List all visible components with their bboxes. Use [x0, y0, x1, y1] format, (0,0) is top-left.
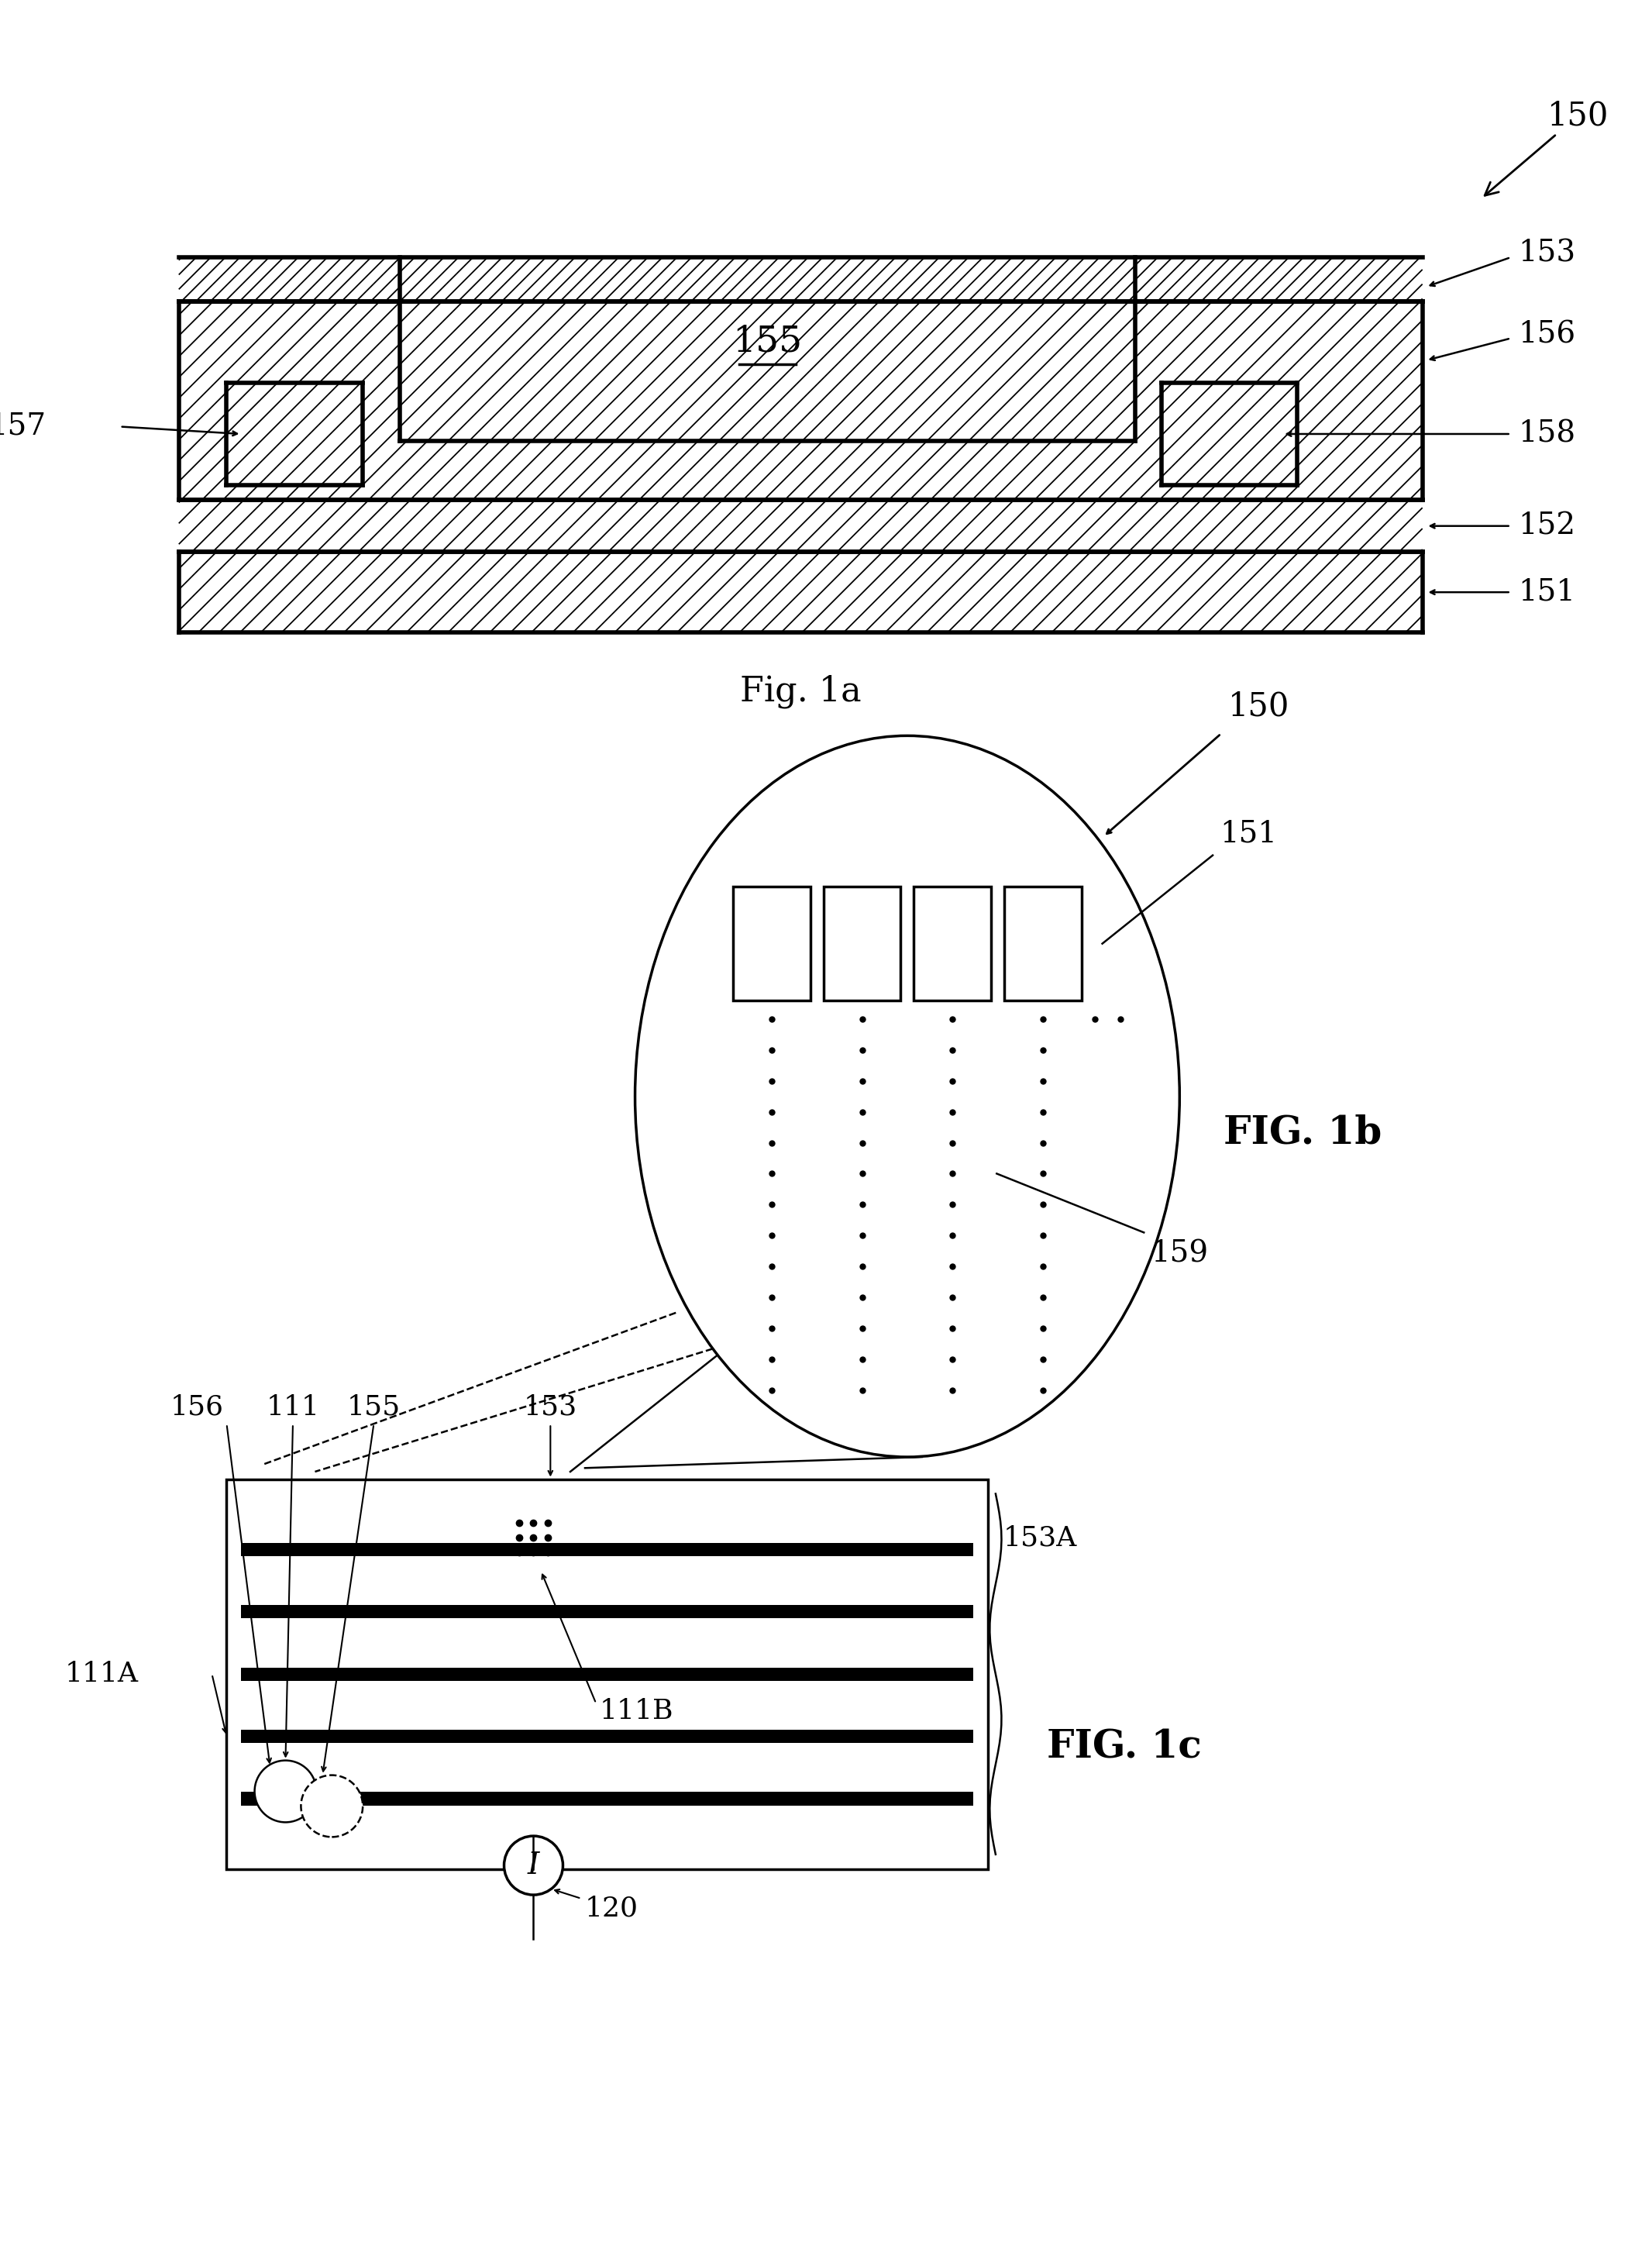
- Bar: [1161, 383, 1297, 487]
- Text: 156: 156: [170, 1395, 225, 1419]
- Text: 158: 158: [1518, 419, 1576, 448]
- Bar: [400, 258, 1135, 300]
- Circle shape: [301, 1776, 363, 1836]
- Bar: [400, 300, 1135, 442]
- Text: 150: 150: [1485, 99, 1609, 195]
- Text: 153A: 153A: [1003, 1525, 1077, 1551]
- Bar: [226, 1480, 988, 1870]
- Text: 151: 151: [1221, 818, 1277, 847]
- Bar: [241, 1791, 973, 1805]
- Text: 111A: 111A: [64, 1661, 139, 1688]
- Bar: [241, 1668, 973, 1682]
- Bar: [226, 1480, 988, 1870]
- Text: 153: 153: [524, 1395, 577, 1419]
- Ellipse shape: [634, 735, 1180, 1457]
- Bar: [241, 1731, 973, 1742]
- Circle shape: [254, 1760, 317, 1823]
- Circle shape: [504, 1836, 563, 1894]
- Text: 153: 153: [1518, 240, 1576, 269]
- Bar: [733, 886, 809, 1000]
- Text: 152: 152: [1518, 511, 1576, 540]
- Bar: [226, 383, 363, 487]
- Text: 157: 157: [0, 413, 46, 442]
- Text: 150: 150: [1229, 691, 1290, 722]
- Text: 111: 111: [266, 1395, 319, 1419]
- Text: FIG. 1b: FIG. 1b: [1224, 1114, 1383, 1152]
- Text: 156: 156: [1518, 321, 1576, 350]
- Bar: [241, 1605, 973, 1619]
- Bar: [241, 1542, 973, 1556]
- Text: 155: 155: [347, 1395, 401, 1419]
- Text: 111B: 111B: [600, 1697, 674, 1724]
- Bar: [1004, 886, 1082, 1000]
- Bar: [914, 886, 991, 1000]
- Text: 151: 151: [1518, 578, 1576, 608]
- Text: FIG. 1c: FIG. 1c: [1047, 1729, 1203, 1767]
- Text: 155: 155: [732, 325, 803, 359]
- Text: I: I: [527, 1852, 540, 1879]
- Bar: [823, 886, 900, 1000]
- Text: 159: 159: [1151, 1240, 1209, 1269]
- Text: 120: 120: [585, 1894, 638, 1921]
- Text: Fig. 1a: Fig. 1a: [740, 675, 861, 708]
